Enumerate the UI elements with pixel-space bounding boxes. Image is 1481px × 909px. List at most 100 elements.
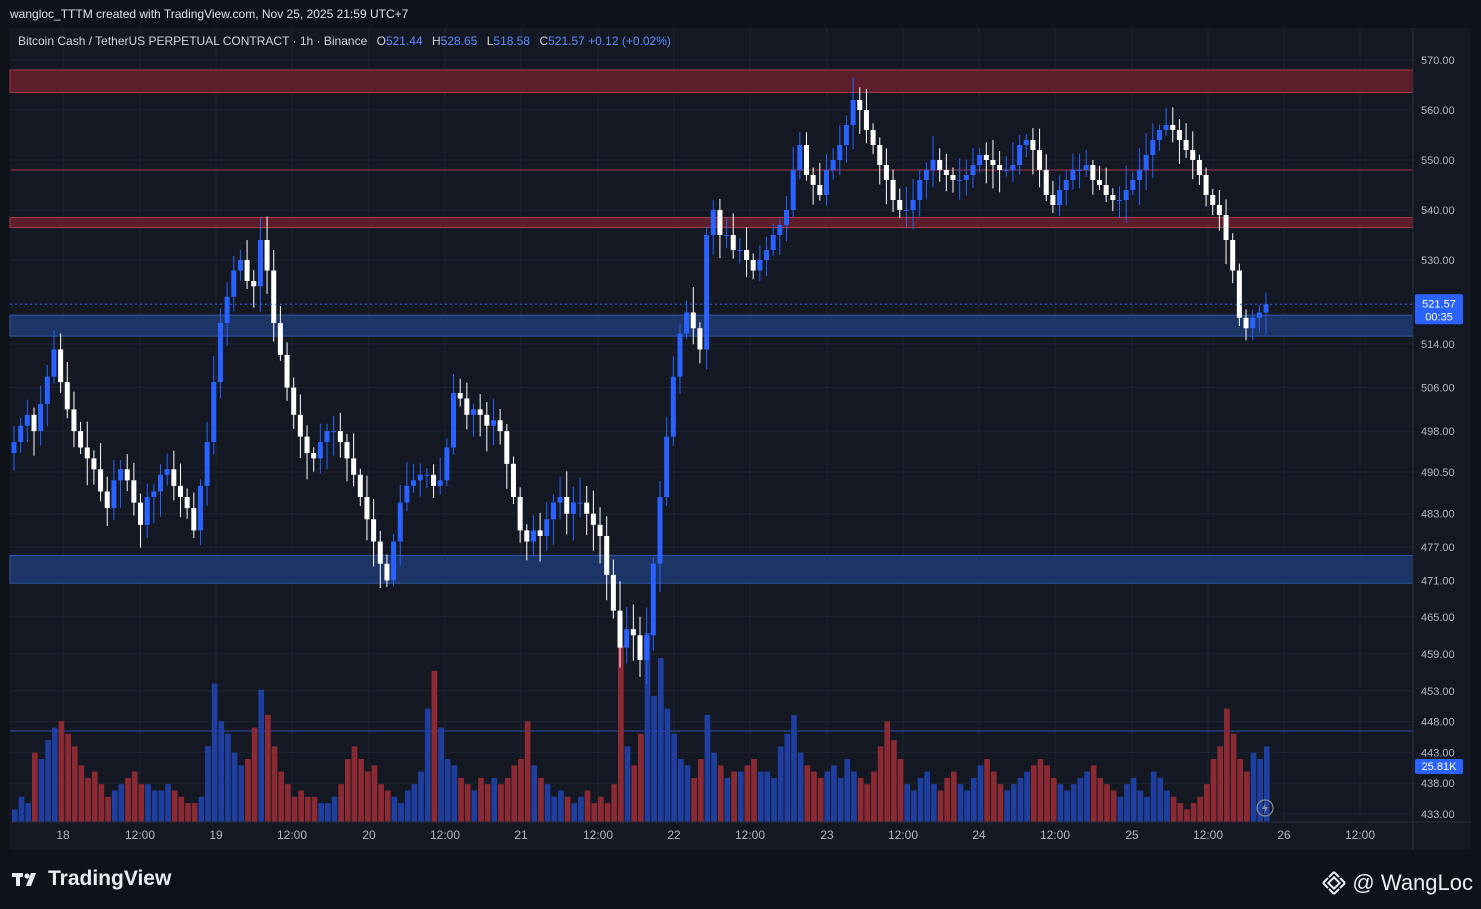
volume-bar <box>1044 765 1050 822</box>
volume-bar <box>1130 777 1137 822</box>
volume-bar <box>1004 790 1010 822</box>
candle-body <box>51 349 57 377</box>
volume-bar <box>12 809 18 822</box>
volume-bar <box>911 790 917 822</box>
candle-body <box>784 210 790 225</box>
candle-body <box>1196 160 1202 175</box>
volume-bar <box>1024 771 1030 822</box>
candle-body <box>923 170 929 180</box>
volume-bar <box>338 784 344 822</box>
volume-bar <box>864 784 871 822</box>
candle-body <box>317 442 323 459</box>
candle-body <box>797 145 803 170</box>
candle-body <box>650 563 656 636</box>
volume-bar <box>897 759 904 822</box>
candle-body <box>943 170 949 175</box>
volume-bar <box>484 784 491 822</box>
volume-bar <box>31 752 38 822</box>
volume-bar <box>1084 771 1090 822</box>
candle-body <box>717 210 723 235</box>
volume-bar <box>358 759 364 822</box>
volume-bar <box>651 696 657 822</box>
volume-bar <box>1184 809 1190 822</box>
candle-body <box>191 508 197 531</box>
candle-body <box>644 635 650 660</box>
time-tick-label: 24 <box>972 828 986 842</box>
candle-body <box>131 480 137 503</box>
volume-bar <box>25 803 31 822</box>
candle-body <box>257 240 263 287</box>
volume-bar <box>438 727 444 822</box>
candle-body <box>1010 165 1016 170</box>
candle-body <box>1050 195 1056 205</box>
time-tick-label: 12:00 <box>1040 828 1070 842</box>
volume-bar <box>984 759 990 822</box>
candle-body <box>837 145 843 160</box>
volume-bar <box>311 796 318 822</box>
volume-bar <box>551 796 558 822</box>
volume-bar <box>78 765 85 822</box>
volume-bar <box>245 759 251 822</box>
candle-body <box>18 425 24 443</box>
volume-bar <box>1264 746 1270 822</box>
volume-bar <box>1197 796 1204 822</box>
credit-text: wangloc_TTTM created with TradingView.co… <box>10 7 409 21</box>
candle-body <box>344 442 350 459</box>
volume-bar <box>744 765 751 822</box>
close-value: 521.57 <box>548 34 585 48</box>
volume-bar <box>371 765 378 822</box>
candle-body <box>637 635 643 660</box>
volume-bar <box>131 771 138 822</box>
volume-bar <box>391 796 398 822</box>
volume-bar <box>1250 752 1257 822</box>
candle-body <box>371 519 377 542</box>
time-tick-label: 25 <box>1125 828 1139 842</box>
time-tick-label: 12:00 <box>888 828 918 842</box>
volume-bar <box>418 771 424 822</box>
candle-body <box>497 420 503 432</box>
candle-body <box>1183 140 1189 150</box>
volume-bar <box>258 689 265 822</box>
volume-bar <box>431 670 438 822</box>
volume-bar <box>191 803 198 822</box>
volume-bar <box>171 790 178 822</box>
candle-body <box>464 398 470 415</box>
candle-body <box>211 382 217 443</box>
volume-bar <box>631 765 637 822</box>
volume-bar <box>1164 790 1170 822</box>
candle-body <box>537 530 543 536</box>
candle-body <box>1083 165 1089 170</box>
candle-body <box>184 497 190 509</box>
candle-body <box>983 155 989 160</box>
candle-body <box>610 574 616 611</box>
candle-body <box>1136 170 1142 180</box>
high-label: H <box>431 34 441 48</box>
candle-body <box>357 474 363 498</box>
tradingview-logo[interactable]: TradingView <box>12 867 171 891</box>
volume-bar <box>218 721 225 822</box>
last-price-label: 521.57 <box>1422 298 1456 310</box>
volume-bar <box>364 771 371 822</box>
volume-bar <box>498 784 504 822</box>
volume-bar <box>58 721 65 822</box>
volume-bar <box>544 784 551 822</box>
volume-bar <box>238 765 245 822</box>
candle-body <box>58 349 64 383</box>
candle-body <box>557 497 563 503</box>
price-tick-label: 438.00 <box>1421 778 1455 790</box>
volume-bar <box>384 790 391 822</box>
price-tick-label: 459.00 <box>1421 649 1455 661</box>
candle-body <box>291 387 297 415</box>
volume-bar <box>138 784 145 822</box>
candle-body <box>144 497 150 525</box>
candle-body <box>1030 140 1036 150</box>
candle-body <box>364 497 370 520</box>
candle-body <box>990 160 996 165</box>
candle-body <box>1130 180 1136 190</box>
time-tick-label: 12:00 <box>430 828 460 842</box>
volume-bar <box>1257 759 1263 822</box>
price-tick-label: 477.00 <box>1421 542 1455 554</box>
volume-bar <box>811 771 817 822</box>
candle-body <box>1176 130 1182 140</box>
